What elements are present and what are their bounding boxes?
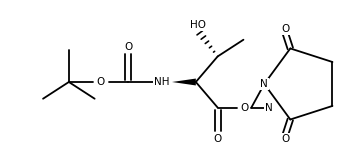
Text: NH: NH bbox=[155, 77, 170, 87]
Text: HO: HO bbox=[190, 20, 206, 30]
Text: O: O bbox=[96, 77, 105, 87]
Text: O: O bbox=[281, 24, 290, 34]
Text: O: O bbox=[281, 134, 290, 144]
Text: N: N bbox=[260, 79, 268, 89]
Text: O: O bbox=[240, 102, 248, 113]
Text: N: N bbox=[266, 102, 273, 113]
Polygon shape bbox=[172, 79, 196, 85]
Text: O: O bbox=[124, 42, 133, 52]
Text: O: O bbox=[214, 134, 222, 144]
